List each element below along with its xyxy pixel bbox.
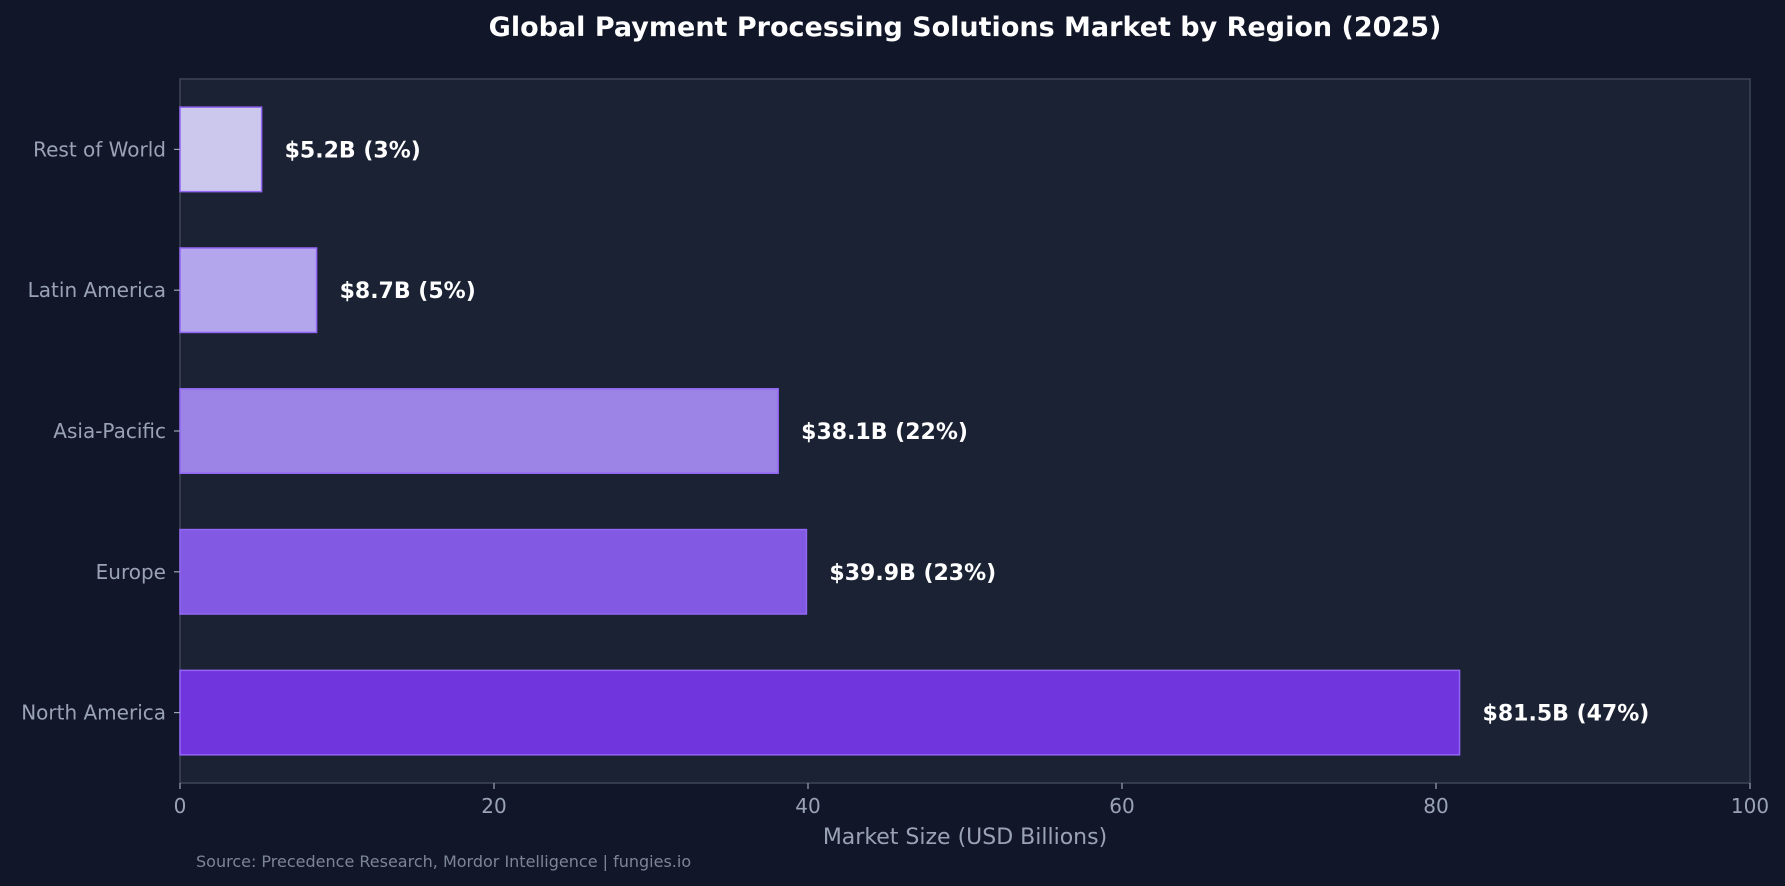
source-note: Source: Precedence Research, Mordor Inte… [196,852,691,871]
y-tick-label-north-america: North America [21,701,166,725]
bars-group: $81.5B (47%) $39.9B (23%) $38.1B (22%) $8.7… [179,106,1650,756]
bar-europe [179,528,808,615]
x-axis: 0 20 40 60 80 100 [174,783,1769,818]
bar-north-america [179,669,1461,756]
data-label-north-america: $81.5B (47%) [1483,702,1650,727]
y-tick-label-asia-pacific: Asia-Pacific [53,419,166,443]
x-tick-label-2: 40 [795,794,820,818]
data-label-latin-america: $8.7B (5%) [340,279,476,304]
x-tick-label-0: 0 [174,794,187,818]
bar-asia-pacific [179,388,779,474]
y-tick-label-latin-america: Latin America [28,278,166,302]
chart-title: Global Payment Processing Solutions Mark… [489,12,1442,43]
x-tick-label-3: 60 [1109,794,1134,818]
x-tick-label-4: 80 [1423,794,1448,818]
x-tick-label-1: 20 [481,794,506,818]
x-tick-label-5: 100 [1731,794,1769,818]
data-label-asia-pacific: $38.1B (22%) [801,420,968,445]
y-tick-label-rest-of-world: Rest of World [33,137,166,161]
data-label-europe: $39.9B (23%) [829,561,996,586]
bar-rest-of-world [179,106,263,193]
y-tick-label-europe: Europe [96,560,166,584]
y-axis: North America Europe Asia-Pacific Latin Ame… [21,137,180,725]
x-axis-label: Market Size (USD Billions) [823,825,1107,850]
data-label-rest-of-world: $5.2B (3%) [285,138,421,163]
bar-latin-america [179,247,318,334]
